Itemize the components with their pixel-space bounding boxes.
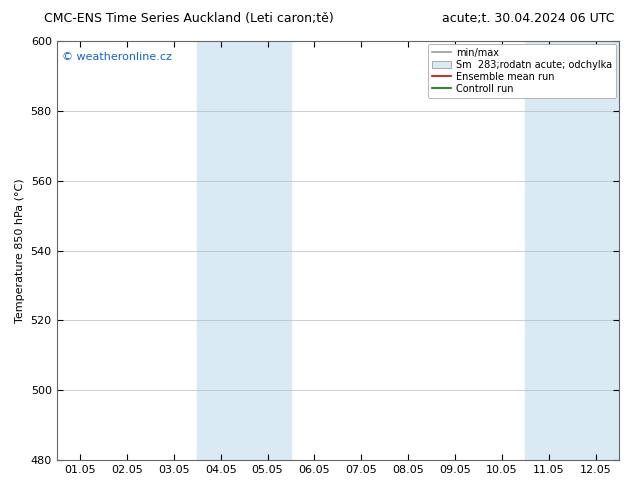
Legend: min/max, Sm  283;rodatn acute; odchylka, Ensemble mean run, Controll run: min/max, Sm 283;rodatn acute; odchylka, …: [428, 44, 616, 98]
Y-axis label: Temperature 850 hPa (°C): Temperature 850 hPa (°C): [15, 178, 25, 323]
Text: CMC-ENS Time Series Auckland (Leti caron;tě): CMC-ENS Time Series Auckland (Leti caron…: [44, 12, 334, 25]
Text: © weatheronline.cz: © weatheronline.cz: [62, 51, 172, 62]
Bar: [526, 41, 619, 460]
Text: acute;t. 30.04.2024 06 UTC: acute;t. 30.04.2024 06 UTC: [443, 12, 615, 25]
Bar: [197, 41, 291, 460]
